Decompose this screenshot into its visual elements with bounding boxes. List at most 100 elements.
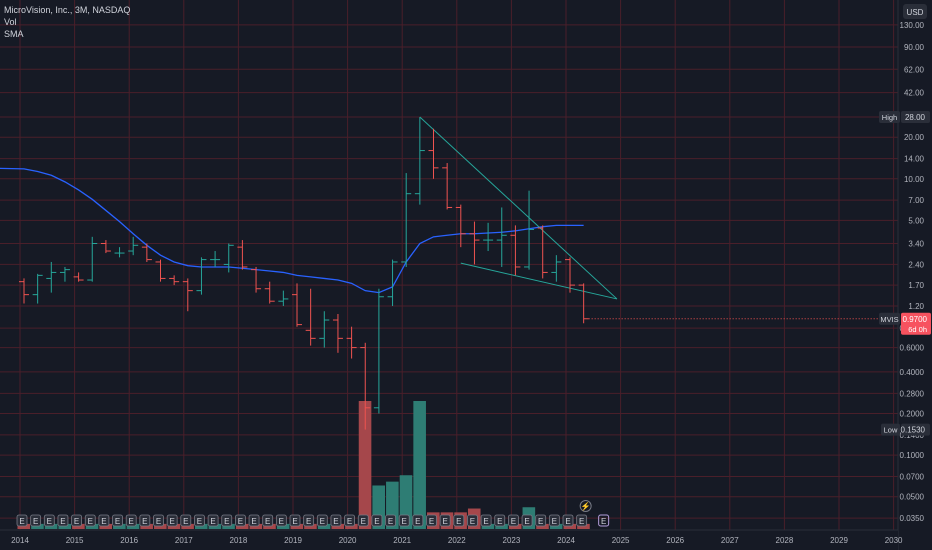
earnings-marker[interactable]: E [480, 514, 492, 527]
volume-bar [208, 523, 222, 529]
time-tick-label: 2016 [120, 536, 138, 545]
volume-legend-label[interactable]: Vol [4, 17, 17, 27]
earnings-marker[interactable]: E [371, 514, 383, 527]
earnings-marker[interactable]: E [412, 514, 424, 527]
earnings-marker[interactable]: E [125, 514, 137, 527]
sma-legend-label[interactable]: SMA [4, 29, 24, 39]
earnings-marker-box [303, 514, 315, 527]
earnings-marker[interactable]: E [576, 514, 588, 527]
earnings-marker-box [84, 514, 96, 527]
earnings-marker[interactable]: E [248, 514, 260, 527]
price-axis[interactable]: 130.00 90.00 62.00 42.00 28.00 20.00 14.00 10.0… [588, 0, 932, 550]
bar-countdown: 6d 0h [908, 325, 927, 334]
earnings-marker-letter: E [565, 517, 570, 526]
earnings-marker[interactable]: E [344, 514, 356, 527]
earnings-marker[interactable]: E [153, 514, 164, 527]
earnings-marker[interactable]: E [548, 514, 560, 527]
time-axis[interactable]: 2014 2015 2016 2017 2018 2019 2020 2021 2022 2023… [0, 529, 903, 550]
earnings-marker[interactable]: E [98, 514, 110, 527]
price-tick-label: 0.2800 [900, 389, 925, 398]
ohlc-bar [182, 278, 193, 312]
earnings-marker-box [125, 514, 137, 527]
earnings-marker[interactable]: E [453, 514, 465, 527]
earnings-marker[interactable]: E [16, 514, 28, 527]
earnings-marker[interactable]: E [521, 514, 533, 527]
earnings-marker[interactable]: E [494, 514, 506, 527]
earnings-marker[interactable]: E [330, 514, 342, 527]
high-tag-label: High [882, 113, 897, 122]
low-value: 0.1530 [901, 426, 926, 435]
earnings-marker[interactable]: E [507, 514, 519, 527]
volume-bar [58, 523, 72, 529]
volume-bar [536, 523, 549, 529]
last-price-tag[interactable] [901, 312, 931, 335]
earnings-marker[interactable]: E [221, 514, 233, 527]
earnings-marker[interactable]: E [357, 514, 369, 527]
earnings-marker-letter: E [88, 517, 93, 526]
ohlc-bar [128, 236, 139, 256]
earnings-marker-letter: E [33, 517, 38, 526]
volume-bar [263, 523, 276, 529]
earnings-marker-letter: E [579, 517, 584, 526]
earnings-marker-letter: E [429, 517, 434, 526]
earnings-marker[interactable]: E [426, 514, 437, 527]
symbol-title[interactable]: MicroVision, Inc., 3M, NASDAQ [4, 5, 131, 15]
earnings-marker-letter: E [347, 517, 352, 526]
earnings-marker[interactable]: E [112, 514, 123, 527]
time-tick-label: 2025 [612, 536, 630, 545]
trendline[interactable] [419, 116, 618, 300]
earnings-marker-letter: E [238, 517, 243, 526]
earnings-marker[interactable]: E [139, 514, 151, 527]
earnings-marker[interactable]: E [303, 514, 315, 527]
ohlc-bar [278, 290, 289, 306]
earnings-marker[interactable]: E [289, 514, 301, 527]
price-tick-label: 20.00 [904, 133, 925, 142]
earnings-marker-box [180, 514, 192, 527]
dividend-split-icon[interactable] [579, 500, 592, 512]
volume-bar [276, 523, 290, 529]
earnings-marker[interactable]: E [385, 514, 396, 527]
earnings-marker[interactable]: E [535, 514, 547, 527]
price-tick-label: 2.40 [908, 260, 924, 269]
earnings-marker[interactable]: E [180, 514, 192, 527]
earnings-marker[interactable]: E [439, 514, 451, 527]
earnings-marker-letter: E [169, 517, 174, 526]
earnings-marker-letter: E [361, 517, 366, 526]
earnings-marker-letter: E [265, 517, 270, 526]
ohlc-bar [141, 243, 152, 262]
earnings-marker[interactable]: E [194, 514, 205, 527]
earnings-marker[interactable]: E [316, 514, 328, 527]
earnings-marker-letter: E [524, 517, 529, 526]
next-earnings-marker[interactable]: E [598, 514, 610, 527]
earnings-marker[interactable]: E [71, 514, 82, 527]
earnings-marker[interactable]: E [30, 514, 42, 527]
volume-bar [508, 523, 522, 529]
earnings-marker[interactable]: E [234, 514, 246, 527]
earnings-marker-letter: E [320, 517, 325, 526]
high-value-tag [901, 111, 930, 123]
chart-legend: MicroVision, Inc., 3M, NASDAQ Vol SMA [4, 4, 130, 40]
earnings-marker[interactable]: E [57, 514, 69, 527]
ohlc-bar [565, 257, 575, 293]
earnings-marker[interactable]: E [166, 514, 178, 527]
earnings-marker[interactable]: E [467, 514, 478, 527]
trendline[interactable] [460, 262, 618, 300]
earnings-marker-letter: E [402, 517, 407, 526]
chart-grid [0, 0, 898, 530]
volume-bar [17, 523, 31, 529]
earnings-marker-box [562, 514, 574, 527]
earnings-marker[interactable]: E [275, 514, 287, 527]
earnings-marker[interactable]: E [262, 514, 274, 527]
currency-button[interactable] [903, 4, 927, 19]
earnings-marker-box [480, 514, 492, 527]
earnings-marker[interactable]: E [207, 514, 219, 527]
earnings-marker[interactable]: E [398, 514, 410, 527]
earnings-marker-letter: E [470, 517, 475, 526]
earnings-marker[interactable]: E [562, 514, 574, 527]
ohlc-bar [87, 236, 98, 282]
earnings-marker[interactable]: E [43, 514, 55, 527]
ohlc-bar [196, 257, 207, 295]
earnings-marker[interactable]: E [84, 514, 96, 527]
